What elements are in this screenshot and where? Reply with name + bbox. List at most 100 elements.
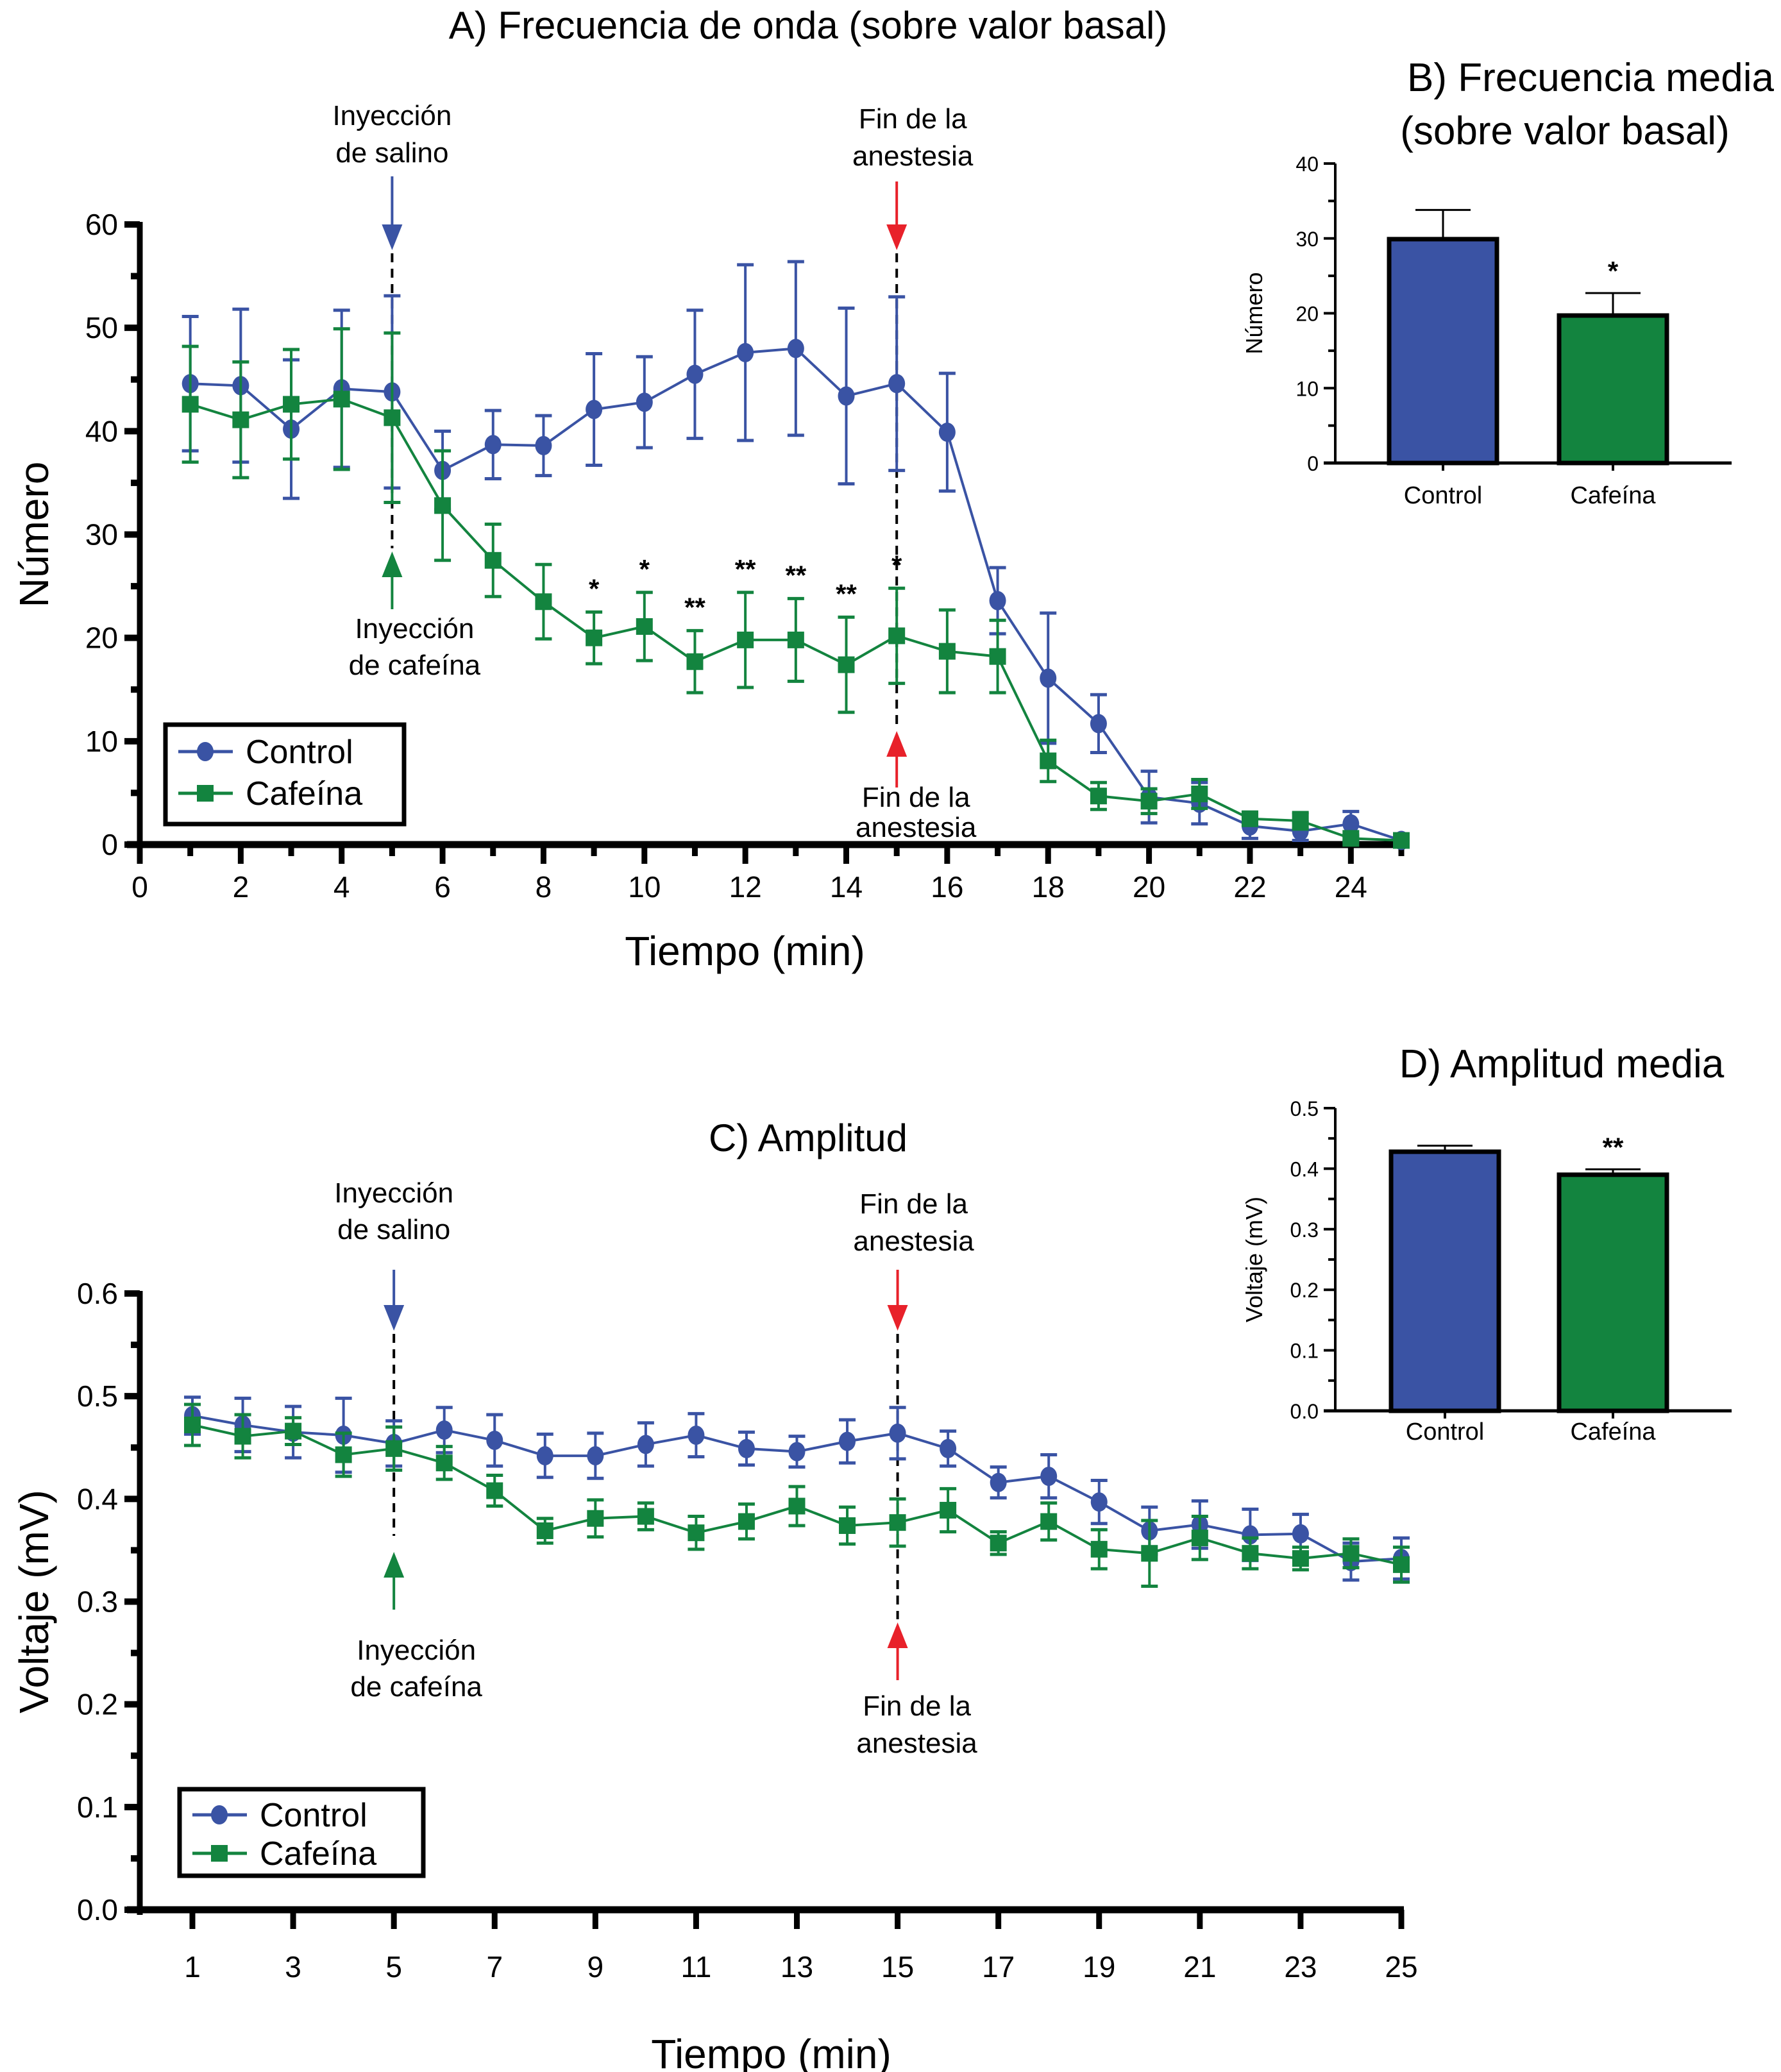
y-tick-label: 20 bbox=[1296, 303, 1319, 326]
saline-arrow-icon bbox=[382, 176, 403, 250]
annotation-text: Inyección bbox=[332, 100, 452, 131]
data-point bbox=[688, 1524, 705, 1542]
y-tick-label: 0.6 bbox=[77, 1277, 118, 1310]
bar-control bbox=[1387, 237, 1499, 466]
data-point bbox=[839, 1431, 856, 1451]
arrow-head bbox=[384, 1552, 405, 1578]
annotation-text: Fin de la bbox=[863, 1690, 971, 1722]
data-point bbox=[938, 422, 956, 442]
data-point bbox=[838, 386, 855, 406]
x-tick-label: 5 bbox=[385, 1950, 402, 1984]
anesthesia-end-arrow-icon bbox=[887, 1622, 908, 1680]
data-point bbox=[738, 1438, 755, 1458]
x-tick-label: 25 bbox=[1385, 1950, 1417, 1984]
legend-circle-icon bbox=[197, 742, 214, 761]
data-point bbox=[990, 1472, 1007, 1492]
data-point bbox=[1393, 832, 1410, 849]
annotation-text: anestesia bbox=[856, 1728, 977, 1759]
y-tick-label: 40 bbox=[1296, 153, 1319, 176]
significance-marker: * bbox=[1608, 256, 1619, 286]
x-tick-label: 7 bbox=[486, 1950, 503, 1984]
data-point bbox=[990, 1535, 1007, 1552]
y-tick-label: 0.1 bbox=[77, 1790, 118, 1824]
data-point bbox=[788, 1497, 806, 1515]
data-point bbox=[535, 435, 552, 455]
arrow-head bbox=[382, 224, 403, 250]
significance-marker: ** bbox=[735, 554, 756, 584]
panel-D: D) Amplitud media 0.0 0.1 0.2 0.3 0.4 0.5 Volta… bbox=[1241, 1042, 1732, 1445]
data-point bbox=[637, 1435, 654, 1454]
arrow-head bbox=[887, 1622, 908, 1648]
y-axis-label: Número bbox=[1241, 272, 1267, 354]
data-point bbox=[1090, 788, 1107, 805]
data-point bbox=[1140, 793, 1158, 810]
data-point bbox=[688, 1426, 705, 1445]
significance-marker: ** bbox=[684, 592, 705, 622]
data-point bbox=[787, 339, 804, 358]
anesthesia-end-arrow-icon bbox=[886, 731, 907, 788]
data-point bbox=[737, 342, 754, 362]
significance-marker: * bbox=[589, 573, 600, 603]
data-point bbox=[1242, 1525, 1259, 1545]
x-tick-label: 22 bbox=[1233, 870, 1266, 904]
y-tick-label: 0.3 bbox=[1290, 1218, 1319, 1242]
annotation-text: anestesia bbox=[853, 1226, 974, 1257]
y-tick-label: 60 bbox=[85, 208, 118, 241]
annotation-text: Inyección bbox=[357, 1635, 476, 1666]
arrow-head bbox=[886, 731, 907, 757]
data-point bbox=[486, 1482, 503, 1499]
data-point bbox=[1191, 786, 1208, 803]
data-point bbox=[335, 1446, 352, 1463]
data-point bbox=[788, 1442, 806, 1461]
x-axis-label: Tiempo (min) bbox=[651, 2031, 891, 2072]
x-tick-label: 16 bbox=[931, 870, 963, 904]
data-point bbox=[940, 1438, 957, 1458]
significance-marker: ** bbox=[836, 578, 857, 609]
y-tick-label: 0.4 bbox=[1290, 1158, 1319, 1181]
x-tick-label: 4 bbox=[333, 870, 350, 904]
x-tick-label: 6 bbox=[434, 870, 451, 904]
data-point bbox=[181, 396, 199, 413]
chart-title: D) Amplitud media bbox=[1399, 1042, 1725, 1086]
x-tick-label: 24 bbox=[1335, 870, 1367, 904]
data-point bbox=[1040, 668, 1057, 688]
significance-marker: * bbox=[639, 554, 650, 584]
data-point bbox=[434, 497, 452, 514]
data-point bbox=[1342, 830, 1360, 847]
data-point bbox=[587, 1446, 604, 1466]
data-point bbox=[385, 1440, 403, 1457]
category-label: Control bbox=[1406, 1419, 1485, 1445]
x-tick-label: 11 bbox=[681, 1950, 712, 1984]
y-axis-label: Número bbox=[11, 462, 57, 608]
y-tick-label: 0.1 bbox=[1290, 1340, 1319, 1363]
annotation-text: de cafeína bbox=[350, 1671, 482, 1703]
data-point bbox=[232, 411, 249, 428]
y-axis-label: Voltaje (mV) bbox=[11, 1490, 57, 1714]
data-point bbox=[636, 618, 653, 635]
y-tick-label: 0.5 bbox=[1290, 1097, 1319, 1120]
panel-B: B) Frecuencia media (sobre valor basal) 0 1… bbox=[1241, 56, 1775, 509]
y-tick-label: 0.5 bbox=[77, 1379, 118, 1413]
data-point bbox=[888, 627, 906, 644]
y-tick-label: 10 bbox=[85, 725, 118, 758]
data-point bbox=[787, 631, 804, 648]
y-tick-label: 30 bbox=[85, 518, 118, 552]
y-tick-label: 0.2 bbox=[1290, 1279, 1319, 1302]
anesthesia-end-arrow-icon bbox=[887, 1270, 908, 1331]
data-point bbox=[636, 392, 653, 412]
data-point bbox=[1090, 1540, 1108, 1558]
significance-marker: * bbox=[891, 550, 902, 580]
data-point bbox=[536, 1446, 553, 1466]
data-point bbox=[889, 1423, 906, 1443]
legend-square-icon bbox=[211, 1845, 228, 1862]
data-point bbox=[889, 1514, 906, 1531]
chart-title: B) Frecuencia media bbox=[1407, 56, 1775, 100]
bar-cafeina bbox=[1557, 1172, 1669, 1413]
annotation-text: anestesia bbox=[852, 140, 974, 172]
x-tick-label: 8 bbox=[536, 870, 552, 904]
data-point bbox=[435, 1454, 453, 1472]
data-point bbox=[586, 629, 603, 646]
y-tick-label: 40 bbox=[85, 414, 118, 448]
